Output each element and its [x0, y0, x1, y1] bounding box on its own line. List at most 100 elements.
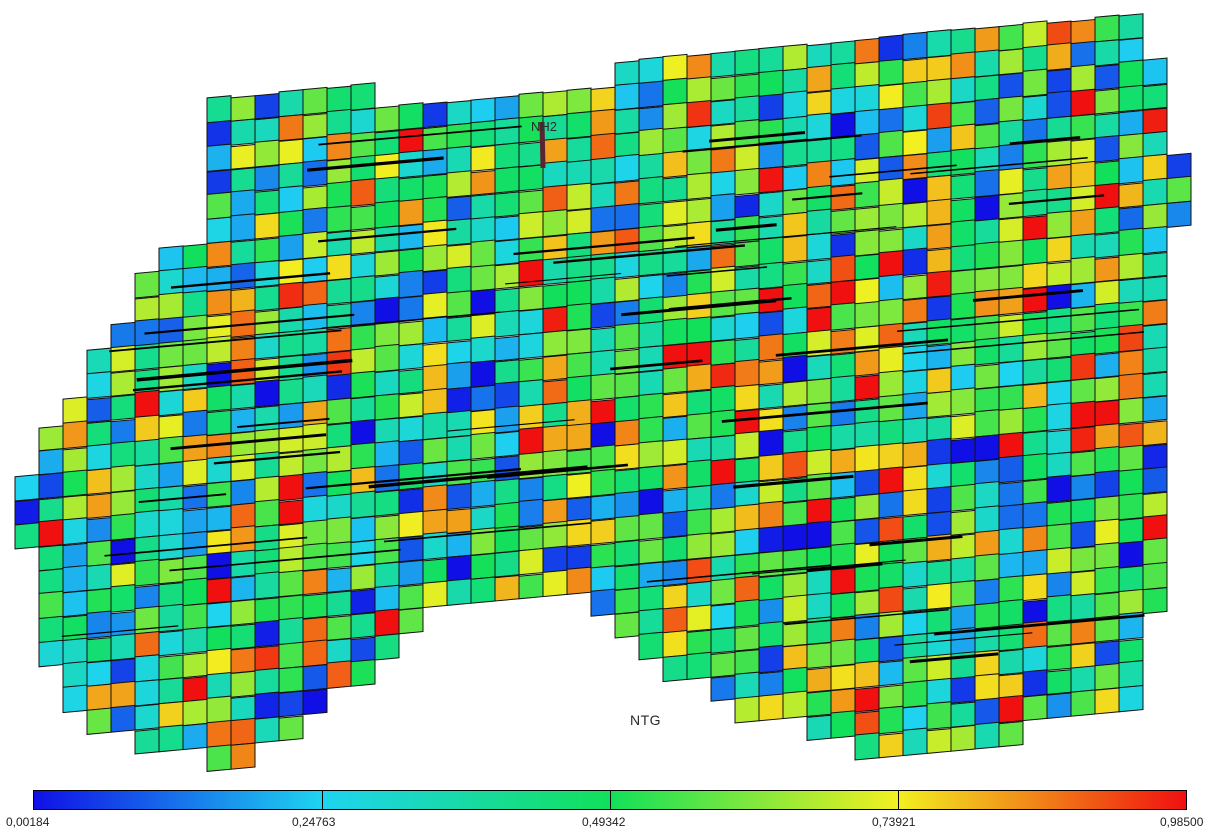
grid-cell — [974, 123, 1000, 150]
grid-cell — [758, 428, 784, 458]
grid-cell — [638, 345, 664, 373]
grid-cell — [350, 131, 376, 159]
layer-boundary-line — [972, 289, 1084, 302]
grid-cell — [1118, 444, 1144, 473]
grid-cell — [446, 218, 472, 246]
grid-cell — [1070, 160, 1096, 189]
grid-cell — [302, 593, 328, 620]
grid-cell — [950, 244, 976, 272]
grid-cell — [806, 377, 832, 405]
grid-cell — [398, 559, 424, 587]
grid-cell — [878, 34, 904, 63]
grid-cell — [902, 633, 928, 661]
grid-cell — [878, 442, 904, 471]
grid-cell — [446, 409, 472, 438]
well-nh2[interactable]: NH2 — [531, 119, 557, 169]
grid-cell — [1118, 59, 1144, 89]
grid-cell — [398, 392, 424, 419]
grid-cell — [758, 574, 784, 602]
grid-cell — [590, 372, 616, 401]
well-trajectory[interactable] — [539, 121, 546, 169]
grid-cell — [230, 167, 256, 194]
grid-cell — [254, 475, 280, 504]
grid-cell — [998, 481, 1024, 508]
grid-cell — [974, 553, 1000, 582]
grid-cell — [1142, 83, 1168, 111]
grid-cell — [110, 512, 136, 541]
grid-cell — [206, 216, 232, 244]
grid-cell — [1118, 349, 1144, 377]
layer-boundary-line — [318, 125, 522, 146]
grid-cell — [134, 654, 160, 683]
grid-cell — [422, 244, 448, 273]
grid-cell — [710, 123, 736, 150]
grid-cell — [446, 434, 472, 462]
colorbar-tick — [610, 791, 611, 809]
grid-cell — [926, 367, 952, 394]
grid-cell — [854, 83, 880, 113]
grid-cell — [878, 516, 904, 543]
layer-boundary-line — [829, 164, 957, 178]
grid-cell — [494, 215, 520, 242]
grid-cell — [806, 208, 832, 237]
grid-cell — [1094, 232, 1120, 259]
grid-cell — [254, 116, 280, 144]
grid-cell — [854, 132, 880, 161]
grid-cell — [1070, 233, 1096, 261]
grid-cell — [926, 102, 952, 130]
grid-cell — [1046, 163, 1072, 191]
grid-cell — [902, 104, 928, 133]
grid-cell — [902, 586, 928, 613]
grid-cell — [62, 517, 88, 546]
grid-cell — [878, 561, 904, 591]
grid-cell — [230, 575, 256, 602]
reservoir-grid-model[interactable]: NH2 NTG — [0, 0, 1225, 780]
grid-cell — [302, 688, 328, 716]
grid-cell — [662, 606, 688, 635]
grid-cell — [542, 137, 568, 166]
grid-cell — [782, 429, 808, 456]
grid-cell — [758, 166, 784, 194]
grid-cell — [950, 675, 976, 704]
grid-cell — [638, 561, 664, 589]
grid-cell — [710, 506, 736, 534]
grid-cell — [926, 150, 952, 178]
grid-cell — [998, 239, 1024, 268]
grid-cell — [998, 384, 1024, 412]
grid-cell — [854, 61, 880, 89]
grid-cell — [206, 601, 232, 628]
grid-cell — [134, 509, 160, 539]
grid-cell — [662, 126, 688, 155]
grid-cell — [734, 119, 760, 148]
grid-cell — [614, 107, 640, 135]
3d-viewport[interactable]: NH2 NTG — [0, 0, 1225, 780]
colorbar-tick — [898, 791, 899, 809]
grid-cell — [638, 584, 664, 613]
grid-cell — [302, 374, 328, 404]
grid-cell — [1094, 302, 1120, 331]
grid-cell — [134, 414, 160, 443]
grid-cell — [1142, 466, 1168, 495]
grid-cell — [734, 625, 760, 652]
grid-cell — [182, 387, 208, 415]
grid-cell — [998, 455, 1024, 484]
grid-cell — [206, 240, 232, 268]
grid-cell — [614, 276, 640, 303]
grid-cell — [590, 182, 616, 209]
grid-cell — [398, 439, 424, 467]
grid-cell — [206, 647, 232, 676]
grid-cell — [998, 143, 1024, 172]
grid-cell — [350, 588, 376, 615]
grid-cell — [422, 437, 448, 465]
grid-cell — [278, 377, 304, 406]
grid-cell — [758, 453, 784, 482]
grid-cell — [446, 100, 472, 126]
grid-cell — [902, 225, 928, 253]
grid-cell — [974, 337, 1000, 366]
grid-cell — [566, 279, 592, 307]
grid-cell — [350, 515, 376, 543]
grid-cell — [518, 498, 544, 528]
layer-boundary-line — [383, 522, 592, 543]
grid-cell — [854, 732, 880, 761]
layer-boundary-line — [321, 311, 501, 329]
